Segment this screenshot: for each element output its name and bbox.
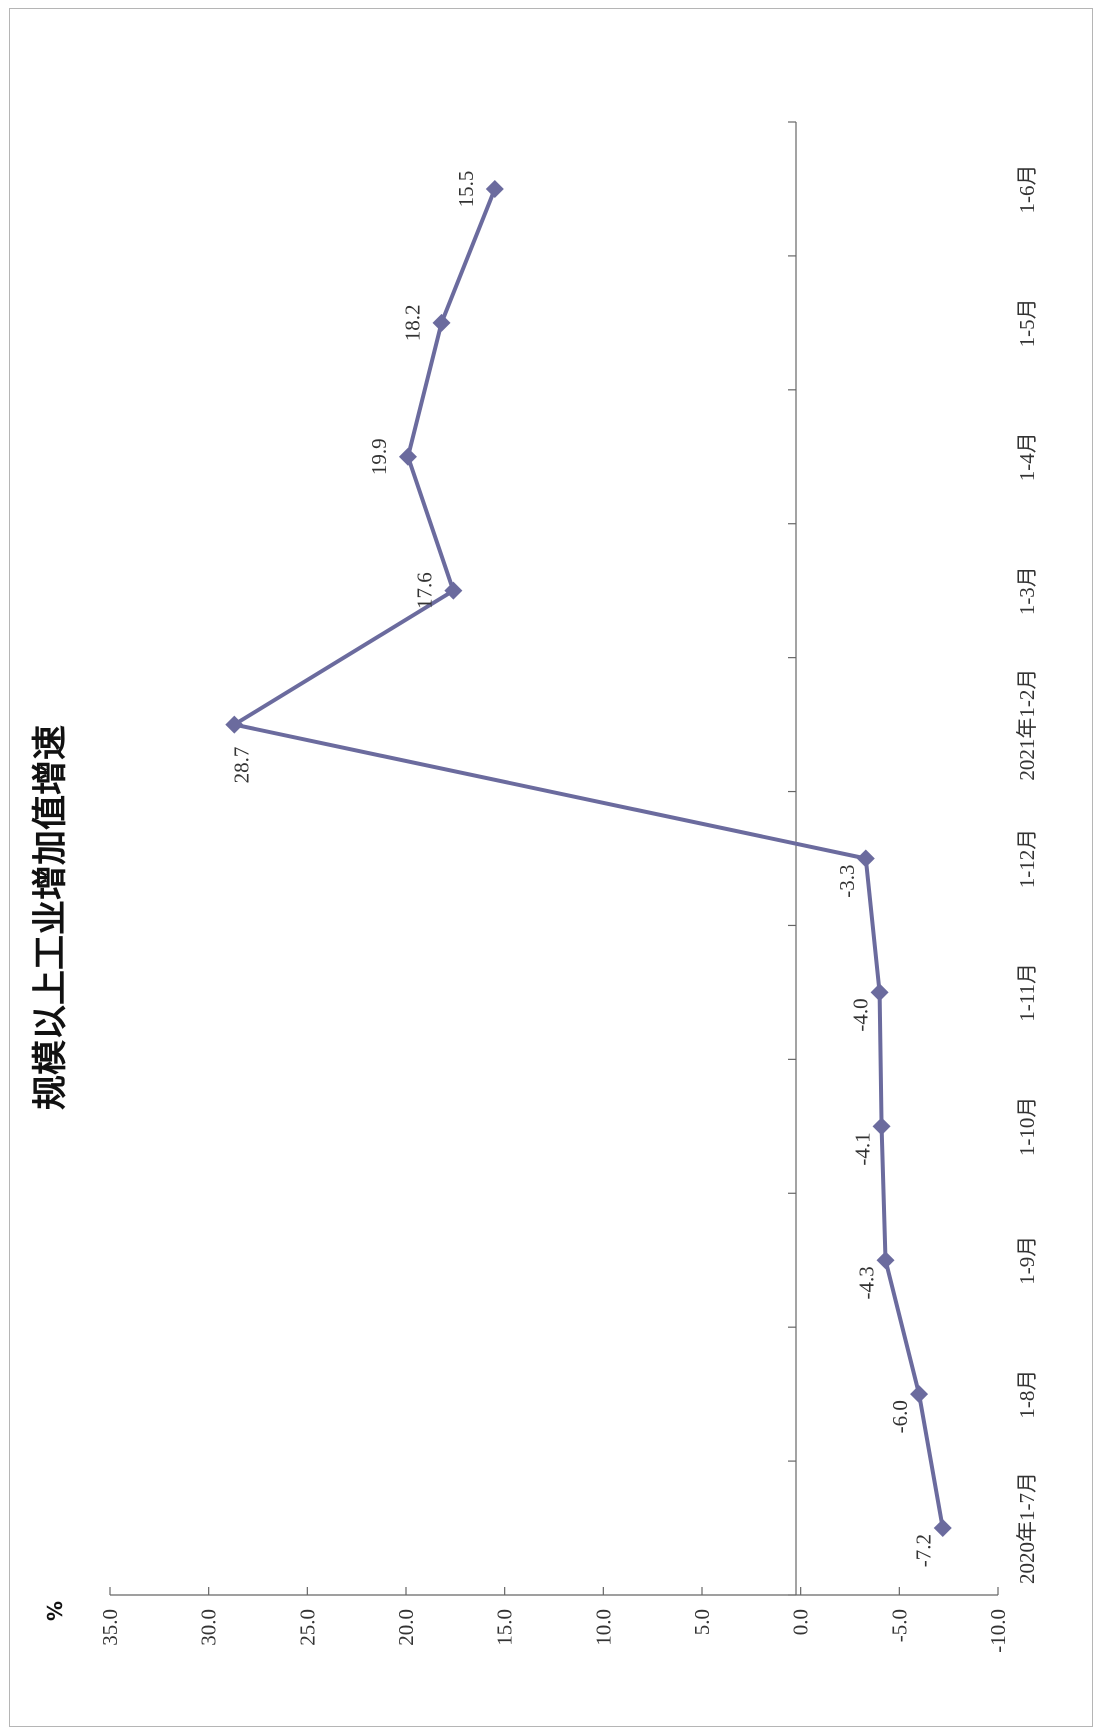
value-tick-label: 10.0 — [591, 1609, 615, 1646]
category-label: 1-3月 — [1015, 566, 1039, 615]
category-label: 1-4月 — [1015, 432, 1039, 481]
value-tick-label: 30.0 — [197, 1609, 221, 1646]
category-label: 1-8月 — [1015, 1370, 1039, 1419]
data-label: -3.3 — [835, 865, 859, 898]
data-label: 28.7 — [229, 747, 253, 784]
data-label: -6.0 — [888, 1400, 912, 1433]
value-tick-label: 25.0 — [295, 1609, 319, 1646]
data-label: -4.1 — [851, 1132, 875, 1165]
category-label: 1-9月 — [1015, 1236, 1039, 1285]
data-point — [433, 314, 451, 332]
data-point — [857, 850, 875, 868]
data-label: 19.9 — [367, 438, 391, 475]
data-label: 17.6 — [412, 572, 436, 609]
data-label: -7.2 — [912, 1534, 936, 1567]
value-tick-label: 35.0 — [98, 1609, 122, 1646]
category-label: 2021年1-2月 — [1015, 669, 1039, 781]
data-label: 18.2 — [401, 304, 425, 341]
data-point — [486, 180, 504, 198]
value-tick-label: 20.0 — [394, 1609, 418, 1646]
series-line — [234, 189, 942, 1528]
category-label: 1-12月 — [1015, 829, 1039, 889]
y-axis-unit: % — [43, 1601, 67, 1621]
data-point — [399, 448, 417, 466]
value-tick-label: 5.0 — [690, 1609, 714, 1635]
label-layer: -7.2 -6.0 -4.3 -4.1 -4.0 -3.3 28.7 17.6 19.9 18.2… — [229, 171, 935, 1568]
data-label: -4.0 — [849, 998, 873, 1031]
value-axis: 35.0 30.0 25.0 20.0 15.0 10.0 5.0 0.0 -5.0 -10.0 — [98, 1587, 1010, 1653]
data-point — [934, 1519, 952, 1537]
category-label: 1-10月 — [1015, 1097, 1039, 1157]
category-label: 2020年1-7月 — [1015, 1472, 1039, 1584]
data-label: -4.3 — [855, 1266, 879, 1299]
chart-title: 规模以上工业增加值增速 — [31, 725, 71, 1110]
value-tick-label: -5.0 — [887, 1609, 911, 1642]
data-point — [225, 716, 243, 734]
category-label: 1-11月 — [1015, 963, 1039, 1022]
value-tick-label: 0.0 — [789, 1609, 813, 1635]
series-layer — [225, 180, 951, 1537]
data-point — [444, 582, 462, 600]
category-label: 1-6月 — [1015, 164, 1039, 213]
category-label: 1-5月 — [1015, 298, 1039, 347]
data-point — [871, 983, 889, 1001]
value-tick-label: -10.0 — [986, 1609, 1010, 1653]
data-point — [873, 1117, 891, 1135]
data-label: 15.5 — [454, 171, 478, 208]
data-point — [877, 1251, 895, 1269]
data-point — [910, 1385, 928, 1403]
value-tick-label: 15.0 — [493, 1609, 517, 1646]
